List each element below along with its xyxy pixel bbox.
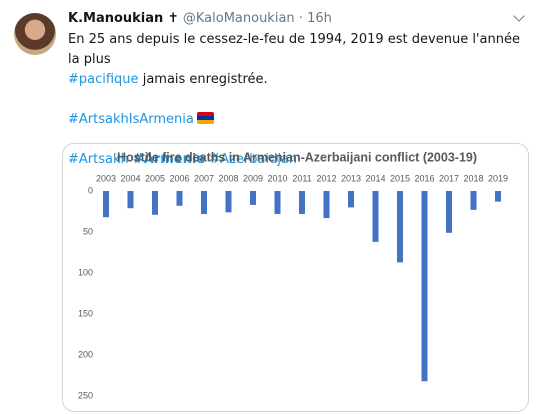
bar	[127, 191, 134, 209]
y-tick-label: 250	[78, 390, 93, 400]
y-tick-label: 0	[88, 185, 93, 195]
bar	[495, 191, 501, 202]
x-tick-label: 2010	[267, 173, 287, 183]
bar	[348, 191, 354, 208]
x-tick-label: 2006	[169, 173, 189, 183]
x-tick-label: 2015	[390, 173, 410, 183]
user-name[interactable]: K.Manoukian ✝	[68, 11, 179, 26]
bar	[372, 191, 379, 242]
y-tick-label: 50	[83, 226, 93, 236]
bar	[103, 191, 109, 218]
more-menu[interactable]	[513, 10, 525, 22]
separator: ·	[298, 11, 303, 26]
bar	[201, 191, 207, 214]
bar	[470, 191, 477, 210]
hashtag[interactable]: #ArtsakhIsArmenia	[68, 112, 194, 127]
tweet-image[interactable]: Hostile fire deaths in Armenian-Azerbaij…	[62, 143, 529, 412]
x-tick-label: 2019	[488, 173, 508, 183]
x-tick-label: 2011	[292, 173, 311, 183]
tweet-header: K.Manoukian ✝ @KaloManoukian · 16h	[68, 11, 332, 26]
x-tick-label: 2009	[243, 173, 263, 183]
x-tick-label: 2013	[341, 173, 361, 183]
bar	[421, 191, 428, 382]
bar	[152, 191, 158, 215]
flag-emoji	[196, 112, 214, 124]
hashtag[interactable]: #Armenie	[132, 152, 206, 167]
user-handle[interactable]: @KaloManoukian	[182, 11, 295, 26]
bar	[250, 191, 256, 205]
x-tick-label: 2014	[365, 173, 385, 183]
hashtag[interactable]: #Artsakh	[68, 152, 129, 167]
bar	[397, 191, 403, 263]
timestamp[interactable]: 16h	[307, 11, 332, 26]
bar	[176, 191, 183, 206]
avatar[interactable]	[14, 13, 56, 55]
bar	[446, 191, 452, 233]
bar	[225, 191, 232, 213]
tweet-text: En 25 ans depuis le cessez-le-feu de 199…	[68, 30, 528, 170]
x-tick-label: 2018	[463, 173, 483, 183]
x-tick-label: 2017	[439, 173, 459, 183]
x-tick-label: 2007	[194, 173, 214, 183]
bar	[323, 191, 330, 219]
x-tick-label: 2003	[96, 173, 116, 183]
y-tick-label: 200	[78, 349, 93, 359]
bar	[299, 191, 305, 214]
chart: Hostile fire deaths in Armenian-Azerbaij…	[78, 150, 508, 400]
x-tick-label: 2004	[120, 173, 140, 183]
y-tick-label: 100	[78, 267, 93, 277]
x-tick-label: 2008	[218, 173, 238, 183]
chart-title: Hostile fire deaths in Armenian-Azerbaij…	[117, 150, 477, 164]
y-tick-label: 150	[78, 308, 93, 318]
bar	[274, 191, 281, 214]
text: jamais enregistrée.	[142, 72, 268, 87]
hashtag[interactable]: #Azerbaidjan	[209, 152, 298, 167]
text: En 25 ans depuis le cessez-le-feu de 199…	[68, 32, 520, 67]
x-tick-label: 2005	[145, 173, 165, 183]
x-tick-label: 2012	[316, 173, 336, 183]
hashtag[interactable]: #pacifique	[68, 72, 139, 87]
x-tick-label: 2016	[414, 173, 434, 183]
